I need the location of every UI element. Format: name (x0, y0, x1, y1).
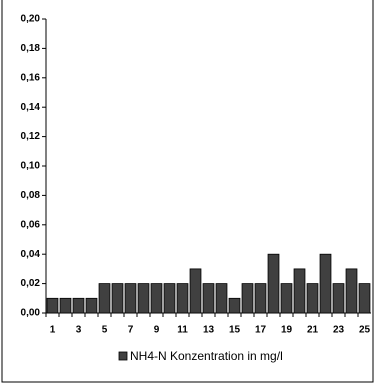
y-tick-label: 0,00 (21, 308, 41, 319)
legend-swatch (118, 351, 128, 361)
legend-label: NH4-N Konzentration in mg/l (130, 349, 283, 363)
x-tick-label: 7 (128, 325, 134, 336)
bar (150, 283, 163, 314)
bar (280, 283, 293, 314)
bar (163, 283, 176, 314)
bar (319, 253, 332, 314)
x-tick-label: 3 (76, 325, 82, 336)
x-tick-label: 9 (154, 325, 160, 336)
x-tick-label: 21 (307, 325, 319, 336)
bar (111, 283, 124, 314)
bar (267, 253, 280, 314)
bar (72, 297, 85, 314)
bar (254, 283, 267, 314)
y-tick-label: 0,06 (21, 219, 41, 230)
y-tick-label: 0,04 (21, 249, 41, 260)
bar (345, 268, 358, 314)
bar (202, 283, 215, 314)
bar (137, 283, 150, 314)
bar (332, 283, 345, 314)
bar (85, 297, 98, 314)
x-tick-label: 25 (359, 325, 371, 336)
y-tick-label: 0,10 (21, 161, 41, 172)
y-tick-label: 0,08 (21, 190, 41, 201)
bar (59, 297, 72, 314)
bar (228, 297, 241, 314)
bar (215, 283, 228, 314)
y-tick-label: 0,18 (21, 43, 41, 54)
y-tick-label: 0,02 (21, 278, 41, 289)
y-tick-label: 0,14 (21, 102, 41, 113)
x-tick-label: 19 (281, 325, 293, 336)
x-tick-label: 23 (333, 325, 345, 336)
x-tick-label: 17 (255, 325, 267, 336)
bar (124, 283, 137, 314)
bar (293, 268, 306, 314)
bar (98, 283, 111, 314)
y-tick-label: 0,20 (21, 14, 41, 25)
x-tick-label: 5 (102, 325, 108, 336)
bar (176, 283, 189, 314)
bar (358, 283, 371, 314)
bar (46, 297, 59, 314)
x-tick-label: 1 (50, 325, 56, 336)
bar (306, 283, 319, 314)
bar (241, 283, 254, 314)
x-tick-label: 13 (203, 325, 215, 336)
y-tick-label: 0,16 (21, 72, 41, 83)
bar (189, 268, 202, 314)
y-tick-label: 0,12 (21, 131, 41, 142)
x-tick-label: 15 (229, 325, 241, 336)
x-tick-label: 11 (177, 325, 188, 336)
